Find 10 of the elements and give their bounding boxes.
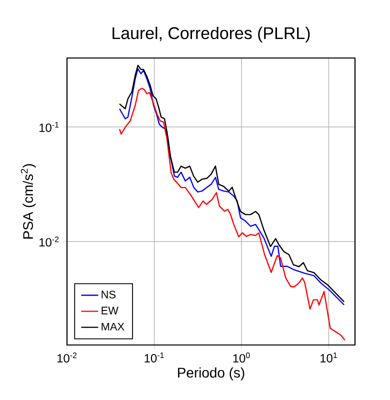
x-tick-label: 10$^{-2}$ bbox=[57, 352, 77, 363]
x-tick-label: 10$^{0}$ bbox=[233, 352, 250, 363]
legend-label: NS bbox=[102, 290, 116, 298]
x-tick-label: 10$^{-1}$ bbox=[144, 352, 164, 362]
y-axis-title: PSA (cm/s$^{2}$) bbox=[20, 164, 36, 239]
legend-label: MAX bbox=[102, 322, 124, 330]
chart-title: Laurel, Corredores (PLRL) bbox=[112, 26, 310, 42]
x-tick-label: 10$^{1}$ bbox=[320, 352, 337, 362]
x-axis-title: Periodo (s) bbox=[178, 367, 244, 380]
legend-label: EW bbox=[102, 306, 118, 314]
